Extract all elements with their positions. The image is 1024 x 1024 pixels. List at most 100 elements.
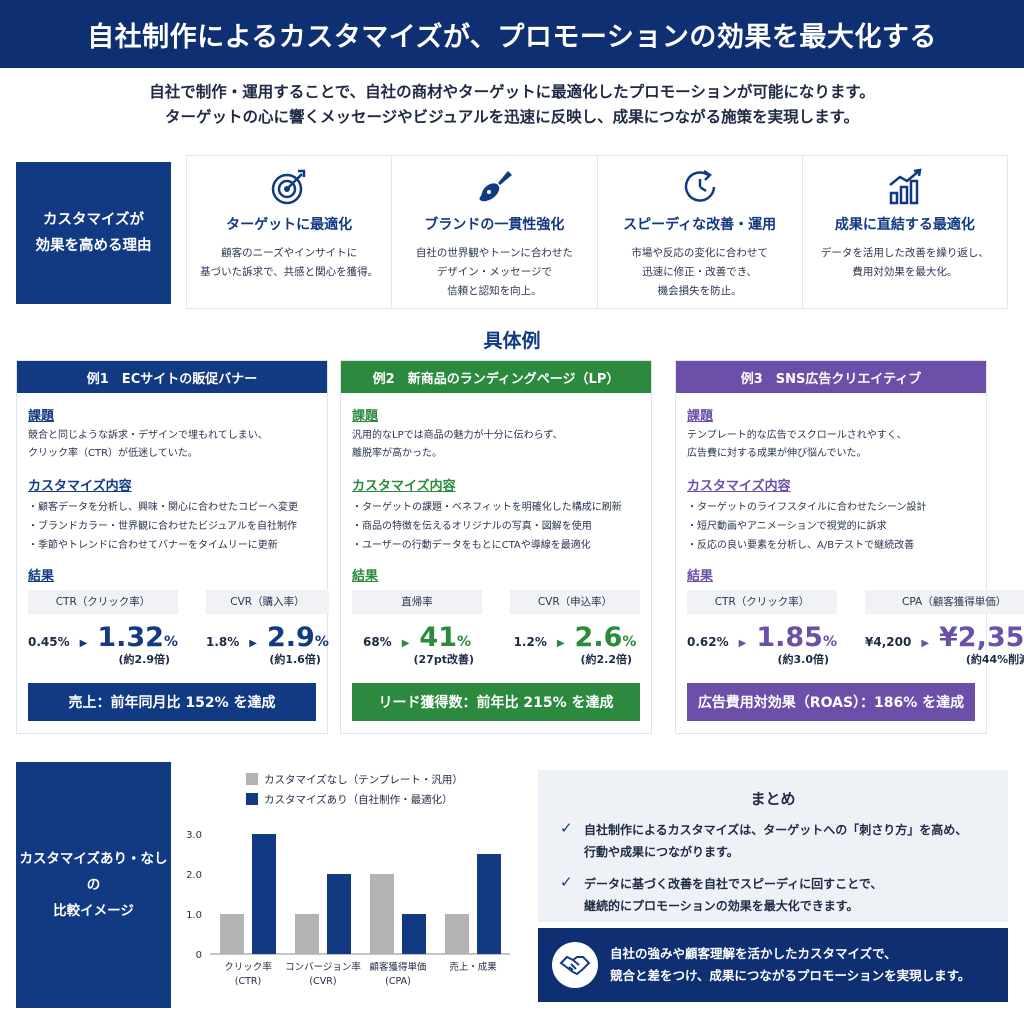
metric-after-unit: %	[822, 634, 837, 650]
metric-after: 2.9%	[267, 622, 329, 653]
custom-list: ・ターゲットのライフスタイルに合わせたシーン設計 ・短尺動画やアニメーションで視覚…	[687, 498, 975, 555]
issue-line: 離脱率が高かった。	[352, 448, 442, 459]
bar	[445, 914, 469, 954]
result-banner: 売上：前年同月比 152% を達成	[28, 683, 316, 721]
reason-text-line: データを活用した改善を繰り返し、	[820, 247, 989, 259]
issue-text: 競合と同じような訴求・デザインで埋もれてしまい、 クリック率（CTR）が低迷してい…	[28, 427, 316, 463]
result-heading: 結果	[687, 569, 714, 584]
x-tick-label: (CPA)	[385, 976, 411, 987]
comparison-label: カスタマイズあり・なしの 比較イメージ	[16, 762, 171, 1008]
bar	[477, 854, 501, 954]
brush-icon	[392, 164, 596, 210]
issue-line: テンプレート的な広告でスクロールされやすく、	[687, 430, 907, 441]
custom-item: ・ユーザーの行動データをもとにCTAや導線を最適化	[352, 540, 591, 551]
bar	[295, 914, 319, 954]
examples-title: 具体例	[483, 330, 541, 352]
issue-line: 汎用的なLPでは商品の魅力が十分に伝わらず、	[352, 430, 563, 441]
metric: CVR（購入率） 1.8% ▶ 2.9% (約1.6倍)	[206, 590, 329, 667]
metric-after-value: 1.85	[756, 622, 823, 653]
result-heading: 結果	[28, 569, 55, 584]
metric-after-unit: %	[456, 634, 472, 650]
closing-line-1: 自社の強みや顧客理解を活かしたカスタマイズで、	[610, 946, 897, 961]
metric-after: 41%	[419, 622, 471, 653]
intro-text: 自社で制作・運用することで、自社の商材やターゲットに最適化したプロモーションが可…	[0, 80, 1024, 130]
legend-swatch	[246, 773, 258, 785]
issue-heading: 課題	[352, 409, 379, 424]
custom-item: ・季節やトレンドに合わせてバナーをタイムリーに更新	[28, 540, 278, 551]
metric-after-unit: %	[622, 634, 637, 650]
metric-label: CTR（クリック率）	[687, 590, 837, 614]
summary-point-text: データに基づく改善を自社でスピーディに回すことで、 継続的にプロモーションの効果…	[584, 873, 882, 917]
reason-text-line: 市場や反応の変化に合わせて	[631, 247, 768, 259]
summary-point-line: 行動や成果につながります。	[584, 845, 739, 859]
metric-after-unit: %	[163, 634, 178, 650]
x-tick-label: コンバージョン率	[285, 961, 361, 973]
custom-heading: カスタマイズ内容	[352, 479, 456, 494]
summary-point-line: 自社制作によるカスタマイズは、ターゲットへの「刺さり方」を高め、	[584, 823, 968, 837]
metric-before: 0.62%	[687, 635, 729, 649]
metric-label: CPA（顧客獲得単価）	[865, 590, 1024, 614]
intro-line-1: 自社で制作・運用することで、自社の商材やターゲットに最適化したプロモーションが可…	[149, 83, 875, 101]
custom-item: ・ターゲットのライフスタイルに合わせたシーン設計	[687, 502, 927, 513]
issue-line: クリック率（CTR）が低迷していた。	[28, 448, 198, 459]
issue-text: テンプレート的な広告でスクロールされやすく、 広告費に対する成果が伸び悩んでいた。	[687, 427, 975, 463]
custom-item: ・ターゲットの課題・ベネフィットを明確化した構成に刷新	[352, 502, 622, 513]
metric-label: CTR（クリック率）	[28, 590, 178, 614]
arrow-right-icon: ▶	[249, 638, 257, 649]
comparison-label-line-1: カスタマイズあり・なしの	[19, 851, 168, 893]
metric-values: 1.2% ▶ 2.6%	[510, 622, 640, 653]
metric-before: 1.2%	[513, 635, 547, 649]
reason-item: ターゲットに最適化 顧客のニーズやインサイトに 基づいた訴求で、共感と関心を獲得…	[187, 156, 393, 308]
metric-label: 直帰率	[352, 590, 482, 614]
custom-heading: カスタマイズ内容	[28, 479, 132, 494]
y-tick-label: 3.0	[186, 830, 202, 841]
reason-item: 成果に直結する最適化 データを活用した改善を繰り返し、 費用対効果を最大化。	[803, 156, 1007, 308]
arrow-right-icon: ▶	[401, 638, 410, 649]
metric-label: CVR（申込率）	[510, 590, 640, 614]
custom-list: ・顧客データを分析し、興味・関心に合わせたコピーへ変更 ・ブランドカラー・世界観に…	[28, 498, 316, 555]
summary-point-line: データに基づく改善を自社でスピーディに回すことで、	[584, 877, 883, 891]
metric-before: 0.45%	[28, 635, 70, 649]
x-tick-label: (CTR)	[235, 976, 261, 987]
legend-label: カスタマイズなし（テンプレート・汎用）	[264, 773, 463, 786]
example-card-3: 例3 SNS広告クリエイティブ 課題 テンプレート的な広告でスクロールされやすく、広…	[675, 360, 1024, 734]
metric-after-value: 41	[419, 622, 457, 653]
metric-after-value: ¥2,350	[939, 622, 1024, 653]
metric-values: 0.62% ▶ 1.85%	[687, 622, 837, 653]
reason-title: スピーディな改善・運用	[623, 217, 777, 233]
x-tick-label: 売上・成果	[449, 961, 497, 973]
metric: 直帰率 68% ▶ 41% (27pt改善)	[352, 590, 482, 667]
arrow-right-icon: ▶	[556, 638, 565, 649]
reason-title: ブランドの一貫性強化	[424, 217, 565, 233]
arrow-right-icon: ▶	[79, 638, 88, 649]
summary-panel: まとめ ✓ 自社制作によるカスタマイズは、ターゲットへの「刺さり方」を高め、 行…	[538, 770, 1008, 922]
comparison-chart-svg: カスタマイズなし（テンプレート・汎用） カスタマイズあり（自社制作・最適化） 0 1.…	[186, 773, 510, 987]
example-card-title: 例2 新商品のランディングページ（LP）	[341, 361, 651, 393]
x-tick-label: (CVR)	[309, 976, 336, 987]
bar	[370, 874, 394, 954]
comparison-chart: カスタマイズなし（テンプレート・汎用） カスタマイズあり（自社制作・最適化） 0 1.…	[180, 768, 520, 1018]
metric-after: 1.85%	[756, 622, 837, 653]
reasons-panel: ターゲットに最適化 顧客のニーズやインサイトに 基づいた訴求で、共感と関心を獲得…	[186, 155, 1008, 309]
reason-text-line: 費用対効果を最大化。	[852, 266, 958, 278]
result-heading: 結果	[352, 569, 379, 584]
metric: CPA（顧客獲得単価） ¥4,200 ▶ ¥2,350(約44%削減)	[865, 590, 1024, 667]
legend-label: カスタマイズあり（自社制作・最適化）	[264, 793, 453, 806]
handshake-icon	[552, 942, 598, 988]
metric-values: ¥4,200 ▶ ¥2,350	[865, 622, 1024, 653]
metric-after-unit: %	[314, 634, 329, 650]
summary-point-line: 継続的にプロモーションの効果を最大化できます。	[584, 899, 859, 913]
reason-text-line: 信頼と認知を向上。	[447, 285, 542, 297]
metric-note: (27pt改善)	[413, 653, 475, 666]
issue-line: 広告費に対する成果が伸び悩んでいた。	[687, 448, 867, 459]
check-icon: ✓	[560, 873, 573, 891]
x-tick-label: クリック率	[224, 961, 272, 973]
metrics: 直帰率 68% ▶ 41% (27pt改善) CVR（申込率） 1.2% ▶ 2.6% (約2.2…	[352, 590, 640, 667]
metric-before: 1.8%	[206, 635, 240, 649]
bar	[402, 914, 426, 954]
metric-note: (約3.0倍)	[777, 653, 829, 666]
bar	[220, 914, 244, 954]
closing-line-2: 競合と差をつけ、成果につながるプロモーションを実現します。	[610, 968, 971, 983]
y-tick-label: 1.0	[186, 910, 202, 921]
reasons-label: カスタマイズが 効果を高める理由	[16, 162, 171, 304]
